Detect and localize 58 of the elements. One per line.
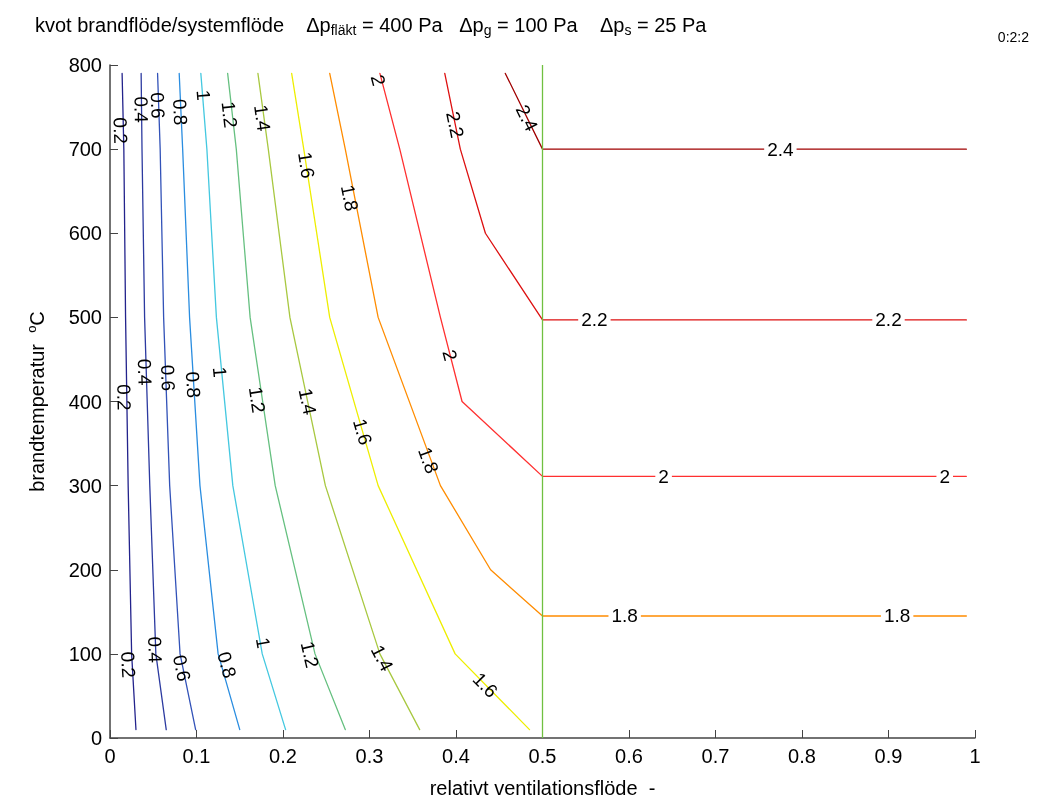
y-tick-label: 0 bbox=[90, 727, 102, 749]
annotation: 0.2 bbox=[113, 383, 135, 411]
annotation: 1 bbox=[251, 635, 275, 650]
annotation: 1.2 bbox=[244, 385, 270, 415]
x-tick-label: 0.1 bbox=[182, 745, 211, 767]
annotation: 1.2 bbox=[217, 100, 242, 129]
x-tick-label: 0.7 bbox=[701, 745, 730, 767]
x-tick-label: 0.3 bbox=[355, 745, 384, 767]
annotation: 0.2 bbox=[116, 651, 140, 679]
y-tick-label: 100 bbox=[68, 642, 102, 665]
x-tick-label: 1 bbox=[969, 745, 981, 767]
annotation: 1.4 bbox=[366, 641, 398, 675]
annotation: 2.4 bbox=[511, 101, 543, 135]
annotation: 0.4 bbox=[144, 636, 166, 664]
annotation: 1.8 bbox=[413, 444, 443, 477]
annotation: 1.8 bbox=[611, 604, 638, 626]
y-axis-title: brandtemperatur oC bbox=[24, 311, 48, 492]
x-tick-label: 0.9 bbox=[874, 745, 903, 767]
x-axis-title: relativt ventilationsflöde - bbox=[429, 777, 656, 799]
annotation: 1.6 bbox=[468, 668, 503, 702]
annotation: 0.8 bbox=[181, 370, 205, 399]
annotation: 2.4 bbox=[767, 138, 795, 160]
annotation: 2.2 bbox=[581, 309, 608, 331]
x-tick-label: 0.6 bbox=[615, 745, 643, 767]
annotation: 1.2 bbox=[296, 639, 324, 670]
annotation: 2 bbox=[658, 465, 669, 487]
x-tick-label: 0.4 bbox=[442, 745, 470, 767]
y-tick-label: 600 bbox=[68, 222, 102, 245]
x-tick-label: 0 bbox=[104, 745, 116, 767]
annotation: 1.8 bbox=[883, 604, 911, 626]
annotation: 1.8 bbox=[336, 182, 363, 213]
y-tick-label: 800 bbox=[68, 54, 102, 76]
annotation: 0.6 bbox=[168, 653, 195, 684]
annotation: 1 bbox=[192, 89, 215, 102]
x-tick-label: 0.8 bbox=[788, 745, 816, 767]
annotation: 1.4 bbox=[294, 386, 321, 417]
annotation: 2 bbox=[366, 72, 390, 88]
annotation: 2 bbox=[438, 347, 462, 363]
annotation: 0.2 bbox=[109, 117, 132, 145]
x-tick-label: 0.2 bbox=[269, 745, 297, 767]
annotation: 2 bbox=[939, 465, 951, 487]
annotation: 0.8 bbox=[168, 98, 192, 126]
annotation: 2.2 bbox=[875, 309, 902, 331]
annotation: 1 bbox=[208, 365, 231, 379]
annotation: 0.8 bbox=[213, 649, 241, 681]
text: 0:2:2 bbox=[997, 29, 1030, 45]
annotation: 1.6 bbox=[348, 416, 377, 448]
y-tick-label: 500 bbox=[68, 306, 102, 329]
annotation: 2.2 bbox=[442, 109, 469, 140]
x-tick-label: 0.5 bbox=[528, 745, 557, 767]
y-tick-label: 200 bbox=[68, 558, 102, 581]
annotation: 1.6 bbox=[293, 150, 319, 180]
annotation: 0.4 bbox=[133, 358, 156, 387]
annotation: 1.4 bbox=[250, 103, 275, 133]
y-tick-label: 300 bbox=[68, 474, 102, 497]
y-tick-label: 700 bbox=[68, 138, 102, 161]
y-tick-label: 400 bbox=[68, 390, 102, 413]
annotation: 0.6 bbox=[156, 364, 179, 392]
